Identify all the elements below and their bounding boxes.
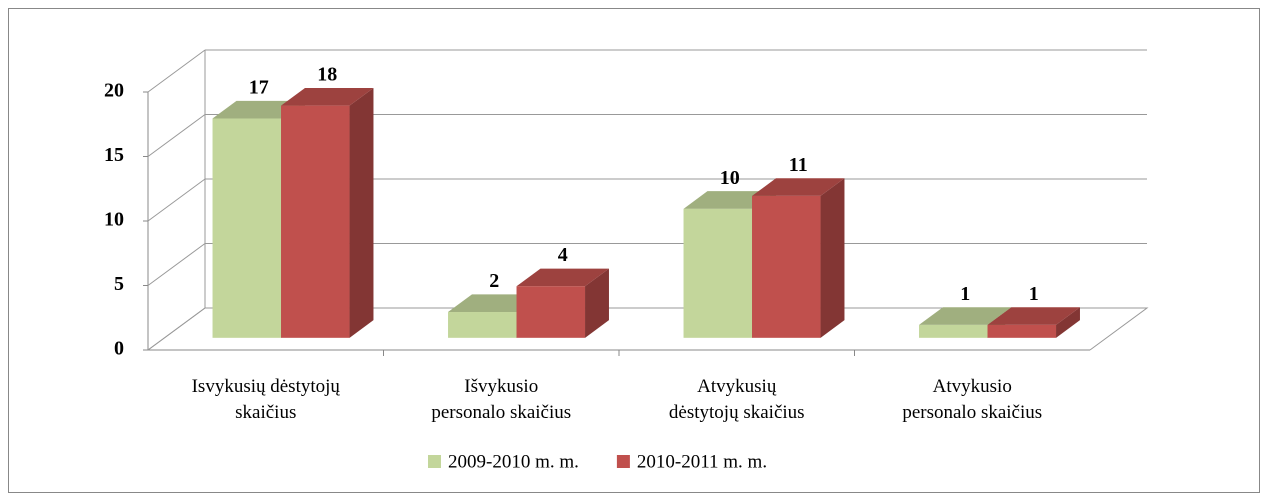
data-label: 18: [317, 64, 337, 86]
bar-top: [516, 268, 609, 287]
x-tick-label-line: Atvykusio: [933, 376, 1012, 397]
x-tick-label: Išvykusio personalo skaičius: [431, 376, 571, 423]
bar-front: [516, 286, 586, 338]
bar-front: [281, 105, 350, 338]
data-label: 2: [489, 270, 499, 292]
bar: [752, 178, 845, 338]
bar-front: [212, 118, 282, 338]
data-label: 4: [558, 244, 568, 266]
bar-top: [919, 307, 1012, 325]
y-tick-label: 0: [114, 338, 124, 360]
y-tick-label: 20: [104, 80, 124, 102]
bar: [281, 87, 374, 338]
bar-side: [1056, 307, 1080, 338]
bar-top: [281, 87, 374, 106]
grid-line: [147, 114, 206, 157]
legend-swatch: [428, 455, 441, 468]
x-tick-label: Atvykusio personalo skaičius: [902, 376, 1042, 423]
bar-front: [448, 312, 517, 338]
bar-top: [752, 178, 845, 196]
x-tick-label-line: personalo skaičius: [902, 402, 1042, 423]
bar: [516, 268, 609, 338]
grid-line: [147, 307, 206, 351]
x-tick-label-line: Išvykusio: [464, 376, 538, 397]
legend-label: 2009-2010 m. m.: [448, 451, 579, 472]
y-tick-label: 15: [104, 144, 124, 166]
bar-front: [987, 324, 1057, 338]
bar-front: [752, 195, 821, 338]
bar-front: [919, 324, 988, 338]
x-tick-label-line: Isvykusių dėstytojų: [192, 376, 341, 397]
x-tick-label-line: personalo skaičius: [431, 402, 571, 423]
data-label: 10: [720, 167, 740, 189]
x-tick-label: Isvykusių dėstytojų skaičius: [192, 376, 341, 423]
grid-line: [147, 243, 206, 286]
legend-label: 2010-2011 m. m.: [637, 451, 767, 472]
legend-swatch: [616, 455, 630, 468]
data-label: 11: [789, 154, 808, 176]
y-tick-label: 5: [114, 273, 124, 295]
bar-side: [349, 87, 374, 338]
x-tick-label: Atvykusių dėstytojų skaičius: [669, 376, 805, 423]
bar-side: [585, 268, 609, 338]
x-tick-label-line: skaičius: [235, 402, 296, 423]
y-tick-label: 10: [104, 209, 124, 231]
data-label: 1: [1029, 283, 1039, 305]
grid-line: [147, 49, 206, 93]
data-label: 17: [249, 76, 269, 98]
x-tick-label-line: dėstytojų skaičius: [669, 402, 805, 423]
grid-line: [147, 178, 206, 222]
bar-side: [820, 178, 845, 338]
bar-top: [987, 307, 1080, 325]
data-label: 1: [960, 283, 970, 305]
x-tick-label-line: Atvykusių: [697, 376, 777, 397]
bar-front: [683, 208, 753, 338]
bar: [987, 307, 1080, 338]
